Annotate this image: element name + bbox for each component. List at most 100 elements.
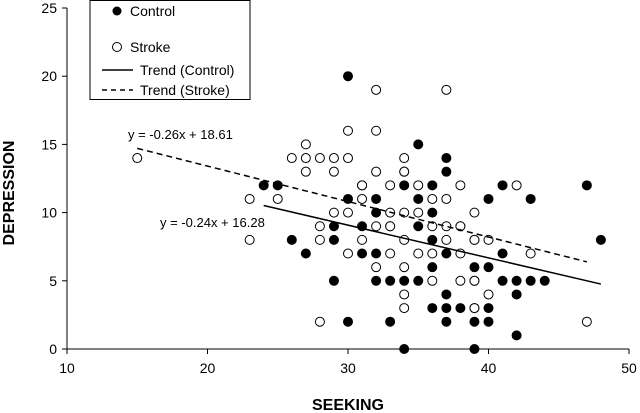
stroke-point xyxy=(314,221,325,232)
control-point xyxy=(497,275,508,286)
stroke-point xyxy=(413,180,424,191)
control-point xyxy=(441,289,452,300)
stroke-point xyxy=(385,180,396,191)
stroke-point xyxy=(441,221,452,232)
control-point xyxy=(371,207,382,218)
trend-lines xyxy=(137,147,602,285)
control-trend-equation: y = -0.24x + 16.28 xyxy=(160,215,265,230)
control-point xyxy=(427,207,438,218)
control-point xyxy=(385,275,396,286)
control-point xyxy=(441,303,452,314)
stroke-point xyxy=(132,153,143,164)
stroke-point xyxy=(427,275,438,286)
stroke-point xyxy=(385,221,396,232)
stroke-point xyxy=(300,166,311,177)
stroke-point xyxy=(455,275,466,286)
stroke-point xyxy=(469,234,480,245)
control-point xyxy=(469,316,480,327)
control-point xyxy=(497,248,508,259)
control-point xyxy=(343,316,353,327)
legend-control-label: Control xyxy=(130,3,175,19)
plot-area: 10 20 30 40 50 0 5 10 15 20 25 xyxy=(41,0,637,376)
y-tick-label: 15 xyxy=(41,136,57,152)
stroke-point xyxy=(399,234,410,245)
stroke-point xyxy=(314,316,325,327)
legend-stroke-marker xyxy=(112,42,122,52)
control-point xyxy=(371,248,382,259)
control-point xyxy=(399,180,410,191)
control-point xyxy=(469,344,480,354)
stroke-point xyxy=(328,153,339,164)
stroke-point xyxy=(371,221,382,232)
control-point xyxy=(427,234,438,245)
stroke-point xyxy=(314,153,325,164)
control-point xyxy=(455,303,466,314)
stroke-point xyxy=(413,248,424,259)
control-point xyxy=(357,248,368,259)
stroke-point xyxy=(581,316,592,327)
control-point xyxy=(399,344,410,354)
control-point xyxy=(413,221,424,232)
stroke-point xyxy=(399,262,410,273)
stroke-point xyxy=(300,139,311,150)
stroke-point xyxy=(441,84,452,95)
legend-trend-control-label: Trend (Control) xyxy=(140,62,234,78)
control-point xyxy=(595,234,606,245)
control-point xyxy=(483,303,494,314)
data-points xyxy=(132,71,606,354)
control-point xyxy=(525,275,536,286)
legend: Control Stroke Trend (Control) Trend (St… xyxy=(89,0,251,100)
control-point xyxy=(441,248,452,259)
y-axis-title: DEPRESSION xyxy=(1,141,18,246)
control-point xyxy=(581,180,592,191)
control-point xyxy=(511,275,522,286)
stroke-point xyxy=(371,262,382,273)
stroke-trend-equation: y = -0.26x + 18.61 xyxy=(128,127,233,142)
legend-trend-stroke-label: Trend (Stroke) xyxy=(140,82,230,98)
stroke-point xyxy=(399,166,410,177)
control-point xyxy=(511,289,522,300)
control-point xyxy=(371,193,382,204)
control-point xyxy=(328,234,339,245)
stroke-point xyxy=(483,289,494,300)
control-point xyxy=(413,139,424,150)
stroke-point xyxy=(525,248,536,259)
stroke-point xyxy=(357,180,368,191)
stroke-point xyxy=(399,289,410,300)
x-axis-title: SEEKING xyxy=(312,397,384,413)
stroke-point xyxy=(286,153,297,164)
control-point xyxy=(258,180,269,191)
stroke-trend-line xyxy=(137,147,588,263)
control-point xyxy=(328,275,339,286)
control-point xyxy=(469,262,480,273)
stroke-point xyxy=(469,207,480,218)
control-point xyxy=(441,316,452,327)
control-point xyxy=(427,262,438,273)
stroke-point xyxy=(371,84,382,95)
control-point xyxy=(483,262,494,273)
stroke-point xyxy=(511,180,522,191)
control-point xyxy=(497,180,508,191)
y-tick-label: 20 xyxy=(41,68,57,84)
stroke-point xyxy=(343,153,353,164)
stroke-point xyxy=(244,234,255,245)
control-point xyxy=(539,275,550,286)
stroke-point xyxy=(413,207,424,218)
y-tick-label: 0 xyxy=(49,341,57,357)
control-point xyxy=(525,193,536,204)
stroke-point xyxy=(328,207,339,218)
legend-stroke-label: Stroke xyxy=(130,39,171,55)
stroke-point xyxy=(343,125,353,136)
stroke-point xyxy=(357,193,368,204)
stroke-point xyxy=(455,221,466,232)
stroke-point xyxy=(272,193,283,204)
stroke-point xyxy=(244,193,255,204)
stroke-point xyxy=(343,248,353,259)
legend-control-marker xyxy=(112,6,122,16)
control-point xyxy=(483,316,494,327)
stroke-point xyxy=(469,275,480,286)
stroke-point xyxy=(455,180,466,191)
stroke-point xyxy=(427,193,438,204)
stroke-point xyxy=(371,166,382,177)
